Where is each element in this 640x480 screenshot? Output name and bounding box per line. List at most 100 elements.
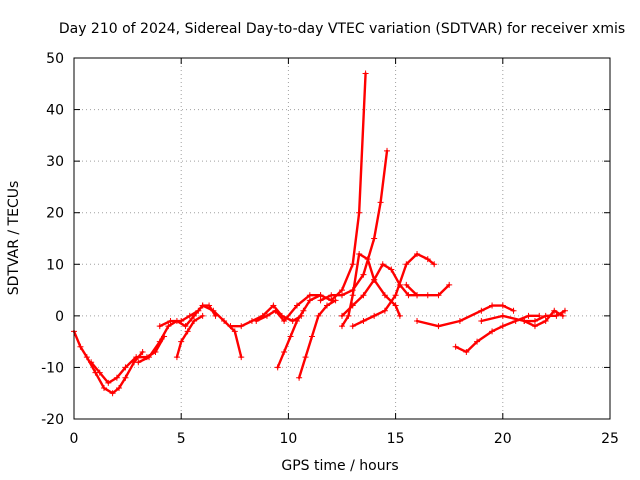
- data-point: [525, 312, 532, 319]
- data-point: [83, 354, 90, 361]
- data-point: [88, 359, 95, 366]
- data-point: [167, 318, 174, 325]
- x-tick-label: 15: [387, 431, 405, 447]
- data-point: [414, 292, 421, 299]
- data-point: [146, 354, 153, 361]
- data-point: [345, 312, 352, 319]
- data-point: [178, 318, 185, 325]
- x-tick-label: 10: [279, 431, 297, 447]
- grid: [74, 58, 610, 419]
- data-point: [339, 323, 345, 330]
- y-tick-label: 20: [46, 206, 64, 222]
- data-point: [452, 343, 459, 350]
- data-point: [300, 307, 307, 314]
- data-point: [349, 302, 356, 309]
- data-point: [178, 338, 185, 345]
- data-point: [489, 328, 496, 335]
- data-point: [377, 199, 384, 206]
- x-axis-ticks: 0 5 10 15 20 25: [70, 58, 619, 447]
- data-point: [478, 307, 485, 314]
- plot-frame: [73, 57, 611, 420]
- data-point: [109, 390, 116, 397]
- data-point: [531, 318, 538, 325]
- data-point: [531, 323, 538, 330]
- data-point: [221, 318, 228, 325]
- data-point: [238, 323, 245, 330]
- data-point: [231, 328, 238, 335]
- data-point: [272, 307, 279, 314]
- data-point: [360, 292, 367, 299]
- data-point: [287, 333, 294, 340]
- data-point: [551, 307, 558, 314]
- series-line: [255, 72, 367, 323]
- data-point: [356, 209, 363, 216]
- data-point: [364, 256, 371, 263]
- data-point: [414, 318, 421, 325]
- data-point: [446, 281, 453, 288]
- data-point: [456, 318, 463, 325]
- data-point: [122, 364, 129, 371]
- series-line: [72, 330, 144, 395]
- data-point: [339, 312, 345, 319]
- data-point: [403, 261, 410, 268]
- series-line: [319, 149, 389, 302]
- data-point: [561, 307, 568, 314]
- data-point: [499, 323, 506, 330]
- data-point: [349, 323, 356, 330]
- data-point: [510, 307, 517, 314]
- data-point: [332, 297, 339, 304]
- data-point: [96, 369, 103, 376]
- x-tick-label: 0: [70, 431, 79, 447]
- data-point: [360, 318, 367, 325]
- data-point: [293, 302, 300, 309]
- data-point: [184, 328, 191, 335]
- data-point: [186, 312, 193, 319]
- y-axis-ticks: -20 -10 0 10 20 30 40 50: [41, 51, 610, 428]
- data-point: [478, 318, 485, 325]
- data-point: [306, 297, 313, 304]
- data-point: [113, 374, 120, 381]
- y-tick-label: 50: [46, 51, 64, 67]
- y-tick-label: -20: [41, 412, 64, 428]
- data-point: [414, 250, 421, 257]
- data-point: [199, 302, 206, 309]
- data-point: [263, 312, 270, 319]
- data-point: [431, 261, 438, 268]
- x-tick-label: 25: [601, 431, 619, 447]
- y-axis-label: SDTVAR / TECUs: [6, 181, 22, 296]
- series-arc16: [452, 312, 543, 355]
- x-tick-label: 20: [494, 431, 512, 447]
- series-line: [297, 299, 337, 379]
- data-point: [499, 312, 506, 319]
- data-point: [381, 307, 388, 314]
- y-tick-label: 40: [46, 103, 64, 119]
- data-point: [210, 307, 217, 314]
- data-point: [105, 379, 112, 386]
- data-point: [405, 292, 412, 299]
- data-point: [349, 292, 356, 299]
- data-point: [521, 318, 528, 325]
- data-point: [424, 292, 431, 299]
- data-point: [317, 297, 324, 304]
- data-point: [463, 348, 470, 355]
- data-point: [396, 312, 403, 319]
- data-point: [356, 250, 363, 257]
- data-point: [227, 323, 234, 330]
- data-point: [435, 323, 442, 330]
- data-point: [156, 323, 163, 330]
- data-point: [315, 312, 322, 319]
- series-arc5: [173, 312, 206, 361]
- data-point: [323, 302, 330, 309]
- data-point: [489, 302, 496, 309]
- data-point: [253, 318, 260, 325]
- series-arc1: [71, 328, 146, 397]
- series-line: [454, 314, 541, 354]
- data-point: [328, 292, 335, 299]
- y-tick-label: 0: [55, 309, 64, 325]
- data-point: [302, 354, 309, 361]
- y-tick-label: 10: [46, 257, 64, 273]
- x-axis-label: GPS time / hours: [281, 458, 398, 474]
- data-point: [77, 343, 84, 350]
- data-point: [349, 261, 356, 268]
- data-point: [392, 302, 399, 309]
